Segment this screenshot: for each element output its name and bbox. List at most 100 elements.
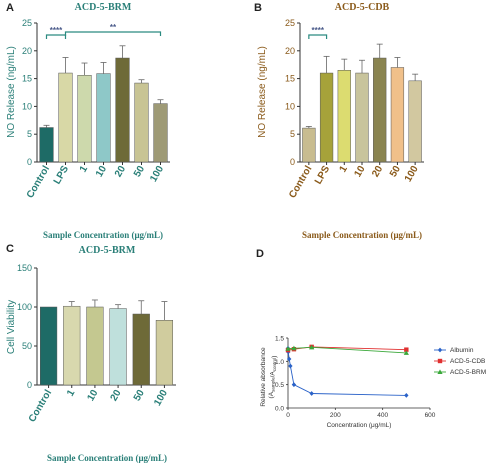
bar bbox=[109, 308, 127, 386]
significance-label: **** bbox=[311, 26, 324, 35]
legend-label: ACD-5-CDB bbox=[450, 358, 485, 365]
y-tick-label: 0 bbox=[290, 157, 295, 167]
x-axis-label: Sample Concentration (μg/mL) bbox=[302, 230, 422, 240]
y-axis-label-part: /A bbox=[270, 371, 277, 378]
category-label: 1 bbox=[78, 164, 91, 175]
series-line bbox=[287, 346, 407, 354]
chart-a: ACD-5-BRM Sample Concentration (μg/mL) NO … bbox=[6, 2, 170, 240]
y-tick-label: 150 bbox=[17, 263, 32, 273]
bar bbox=[408, 80, 422, 163]
y-axis-label: NO Release (ng/mL) bbox=[6, 46, 17, 138]
bar bbox=[63, 305, 81, 386]
data-point bbox=[404, 347, 409, 352]
y-axis-label-part: (A bbox=[268, 391, 275, 398]
significance-bracket bbox=[308, 34, 328, 39]
significance-bracket bbox=[64, 31, 162, 36]
data-point bbox=[291, 345, 297, 351]
chart-c: ACD-5-BRM Sample Concentration (μg/mL) Cel… bbox=[6, 245, 176, 463]
bar bbox=[115, 57, 130, 163]
data-point bbox=[291, 382, 297, 388]
bar bbox=[77, 75, 92, 163]
bar bbox=[155, 320, 174, 386]
y-tick-label: 0.0 bbox=[275, 406, 284, 413]
bar bbox=[58, 72, 73, 163]
y-tick-label: 0 bbox=[27, 380, 32, 390]
x-tick-label: 600 bbox=[425, 412, 436, 419]
legend-label: ACD-5-BRM bbox=[450, 369, 486, 376]
bar bbox=[96, 73, 111, 163]
data-point bbox=[286, 356, 292, 362]
y-tick-label: 10 bbox=[22, 101, 32, 111]
y-tick-label: 25 bbox=[285, 18, 295, 28]
bar bbox=[337, 70, 351, 163]
category-label: 10 bbox=[85, 388, 100, 404]
category-label: 1 bbox=[65, 388, 78, 399]
y-axis-label: NO Release (ng/mL) bbox=[257, 46, 268, 138]
y-axis-label-part: ) bbox=[271, 356, 278, 358]
y-tick-label: 50 bbox=[22, 341, 32, 351]
y-axis-label: Cell Viability bbox=[6, 300, 17, 354]
category-label: 50 bbox=[388, 164, 403, 180]
x-tick-label: 400 bbox=[377, 412, 388, 419]
bar bbox=[319, 72, 334, 163]
category-label: 20 bbox=[113, 164, 128, 180]
chart-title: ACD-5-BRM bbox=[79, 245, 136, 256]
category-label: 50 bbox=[132, 164, 147, 180]
category-label: 10 bbox=[94, 164, 109, 180]
bar bbox=[132, 313, 150, 386]
y-tick-label: 5 bbox=[290, 129, 295, 139]
bar bbox=[39, 306, 58, 386]
y-tick-label: 25 bbox=[22, 18, 32, 28]
data-point bbox=[437, 347, 443, 353]
data-point bbox=[309, 391, 314, 396]
chart-title: ACD-5-CDB bbox=[335, 2, 390, 13]
category-label: 10 bbox=[353, 164, 368, 180]
bar bbox=[373, 57, 387, 163]
category-label: 100 bbox=[152, 388, 170, 408]
y-tick-label: 10 bbox=[285, 101, 295, 111]
chart-title: ACD-5-BRM bbox=[75, 2, 132, 13]
data-point bbox=[285, 346, 291, 351]
bar bbox=[302, 127, 316, 163]
y-tick-label: 1.5 bbox=[275, 336, 284, 343]
data-point bbox=[309, 344, 315, 350]
y-tick-label: 20 bbox=[22, 46, 32, 56]
data-point bbox=[403, 350, 409, 355]
x-axis-label: Sample Concentration (μg/mL) bbox=[43, 230, 163, 240]
category-label: 20 bbox=[370, 164, 385, 180]
category-label: 100 bbox=[148, 164, 166, 184]
category-label: Control bbox=[25, 164, 52, 200]
bar bbox=[355, 72, 369, 163]
bar bbox=[134, 82, 149, 163]
y-tick-label: 1.0 bbox=[275, 359, 284, 366]
category-label: 50 bbox=[132, 388, 147, 404]
category-label: Control bbox=[27, 388, 54, 424]
y-axis-label-line2: (Asample/Acontrol) bbox=[268, 356, 278, 399]
category-label: 20 bbox=[109, 388, 124, 404]
category-label: 100 bbox=[403, 164, 421, 184]
significance-bracket bbox=[45, 34, 67, 39]
panel-label-c: C bbox=[6, 243, 14, 255]
y-axis-label-line1: Relative absorbance bbox=[260, 347, 267, 407]
y-tick-label: 15 bbox=[285, 74, 295, 84]
chart-b: ACD-5-CDB Sample Concentration (μg/mL) NO … bbox=[257, 2, 424, 240]
chart-d: 0.0 0.5 1.0 1.5 0 200 400 600 Concentration (μg/… bbox=[260, 336, 486, 430]
x-tick-label: 0 bbox=[286, 412, 290, 419]
panel-label-d: D bbox=[256, 248, 264, 260]
y-tick-label: 15 bbox=[22, 74, 32, 84]
significance-label: **** bbox=[50, 26, 63, 35]
category-label: LPS bbox=[52, 164, 71, 187]
y-tick-label: 5 bbox=[27, 129, 32, 139]
x-axis-label: Sample Concentration (μg/mL) bbox=[47, 453, 167, 463]
series-line bbox=[287, 348, 407, 396]
category-label: LPS bbox=[313, 164, 332, 187]
data-point bbox=[404, 393, 409, 398]
data-point bbox=[437, 369, 443, 374]
y-tick-label: 0.5 bbox=[275, 382, 284, 389]
bar bbox=[390, 67, 405, 163]
category-label: Control bbox=[287, 164, 314, 200]
bar bbox=[153, 103, 168, 163]
y-tick-label: 20 bbox=[285, 46, 295, 56]
significance-label: ** bbox=[110, 23, 117, 32]
